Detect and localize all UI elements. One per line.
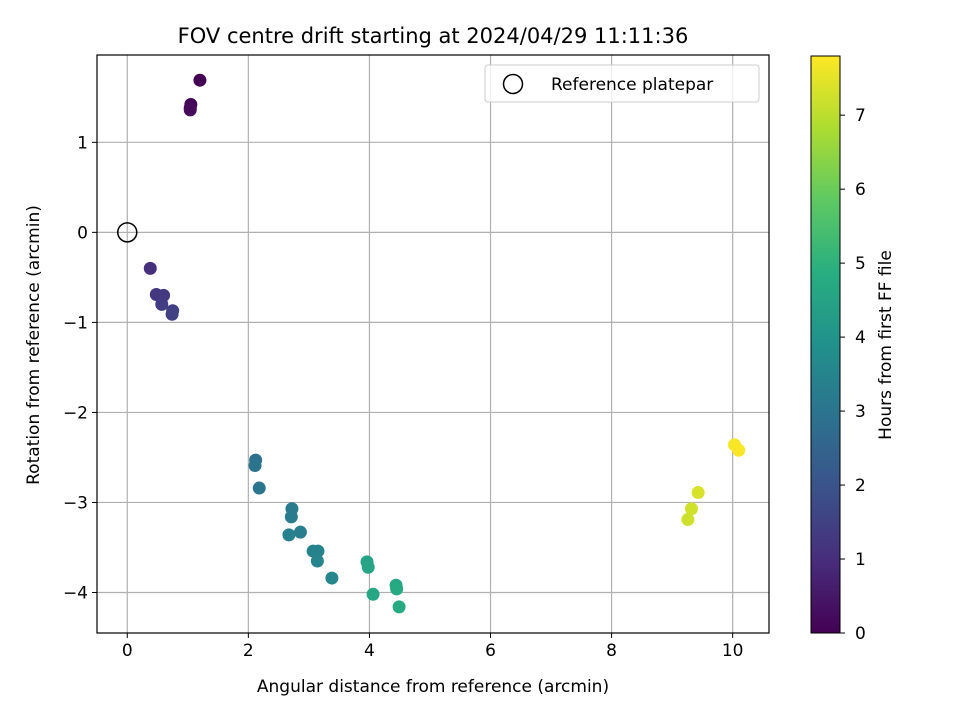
colorbar-tick-label: 3 — [855, 402, 866, 422]
y-axis-label: Rotation from reference (arcmin) — [24, 205, 44, 485]
colorbar-gradient — [810, 55, 841, 634]
colorbar-label: Hours from first FF file — [876, 250, 896, 440]
x-tick-label: 10 — [722, 641, 744, 661]
x-axis-ticks: 0 2 4 6 8 10 — [122, 633, 744, 661]
chart-title: FOV centre drift starting at 2024/04/29 … — [178, 24, 689, 48]
data-point — [691, 486, 705, 500]
data-point — [183, 103, 197, 117]
legend-box — [484, 64, 760, 103]
y-tick-label: −4 — [63, 583, 88, 603]
data-point — [366, 587, 380, 601]
y-tick-label: 1 — [77, 133, 88, 153]
data-point — [155, 297, 169, 311]
colorbar-tick-label: 5 — [855, 254, 866, 274]
data-point — [193, 73, 207, 87]
grid — [97, 55, 769, 633]
x-axis-label: Angular distance from reference (arcmin) — [257, 677, 609, 697]
plot-frame — [96, 54, 770, 634]
y-tick-label: −1 — [63, 313, 88, 333]
y-tick-label: 0 — [77, 223, 88, 243]
colorbar-tick-label: 0 — [855, 624, 866, 644]
data-point — [325, 571, 339, 585]
data-point — [361, 560, 375, 574]
colorbar-ticks: 0 1 2 3 4 5 6 7 — [840, 106, 866, 644]
data-point — [282, 528, 296, 542]
data-point — [165, 307, 179, 321]
legend: Reference platepar — [484, 64, 760, 103]
data-point — [293, 525, 307, 539]
data-point — [732, 443, 746, 457]
x-tick-label: 8 — [606, 641, 617, 661]
data-point — [311, 544, 325, 558]
y-tick-label: −2 — [63, 403, 88, 423]
data-point — [392, 600, 406, 614]
x-tick-label: 6 — [485, 641, 496, 661]
reference-point — [117, 222, 138, 243]
colorbar-tick-label: 2 — [855, 476, 866, 496]
x-tick-label: 0 — [122, 641, 133, 661]
colorbar: 0 1 2 3 4 5 6 7 Hours from first FF file — [810, 55, 896, 644]
data-point — [284, 510, 298, 524]
colorbar-tick-label: 7 — [855, 106, 866, 126]
data-point — [252, 481, 266, 495]
colorbar-tick-label: 6 — [855, 180, 866, 200]
data-point — [681, 513, 695, 527]
scatter-points — [117, 73, 746, 614]
x-tick-label: 4 — [364, 641, 375, 661]
x-tick-label: 2 — [243, 641, 254, 661]
y-axis-ticks: 1 0 −1 −2 −3 −4 — [63, 133, 97, 603]
colorbar-tick-label: 4 — [855, 328, 866, 348]
legend-entry-reference: Reference platepar — [551, 75, 713, 95]
data-point — [143, 261, 157, 275]
y-tick-label: −3 — [63, 493, 88, 513]
legend-marker — [502, 73, 524, 95]
data-point — [310, 554, 324, 568]
colorbar-tick-label: 1 — [855, 550, 866, 570]
data-point — [685, 502, 699, 516]
data-point — [248, 459, 262, 473]
data-point — [390, 582, 404, 596]
